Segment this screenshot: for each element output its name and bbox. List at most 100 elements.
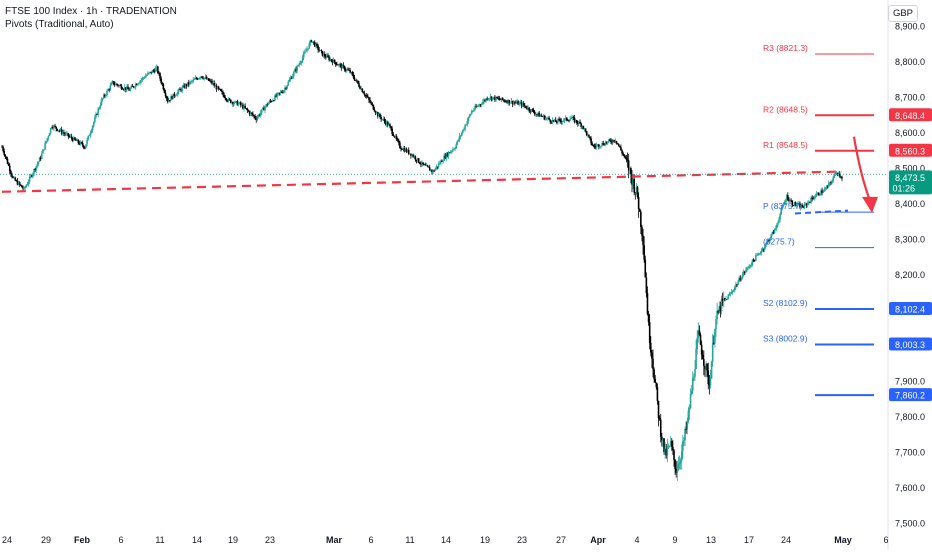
candle-body (14, 177, 17, 181)
candle-body (687, 410, 690, 422)
candle-body (327, 55, 329, 57)
candle-body (291, 75, 294, 79)
indicator-label[interactable]: Pivots (Traditional, Auto) (5, 19, 114, 30)
candle-body (385, 121, 388, 125)
candle-body (137, 83, 139, 86)
candle-body (390, 126, 392, 129)
candle-body (621, 150, 623, 154)
candle-body (262, 107, 264, 110)
candle-body (530, 109, 533, 112)
candle-body (12, 176, 14, 178)
candle-body (446, 153, 449, 157)
candle-body (836, 172, 839, 175)
candle-body (169, 100, 171, 101)
candle-body (517, 101, 519, 105)
candle-body (342, 65, 345, 67)
candle-body (271, 100, 274, 102)
candle-body (691, 377, 694, 391)
candle-body (474, 106, 476, 110)
candle-body (457, 139, 460, 141)
candle-body (841, 177, 843, 179)
candle-body (593, 146, 596, 147)
price-axis (888, 0, 932, 550)
candle-body (276, 93, 279, 97)
candle-body (180, 89, 182, 91)
candle-body (674, 459, 676, 469)
candle-body (575, 120, 578, 123)
candle-body (634, 192, 637, 194)
candle-body (69, 136, 72, 138)
candle-body (826, 186, 829, 188)
candle-body (476, 106, 479, 108)
currency-badge[interactable]: GBP (887, 5, 918, 22)
candle-body (192, 79, 195, 82)
candle-body (277, 92, 280, 94)
candle-body (598, 144, 600, 147)
candle-body (149, 71, 151, 73)
candle-body (357, 80, 359, 84)
candle-body (330, 59, 333, 61)
candle-body (312, 41, 315, 43)
candle-body (544, 118, 547, 120)
candle-body (178, 89, 180, 92)
candle-body (260, 109, 263, 113)
candle-body (520, 102, 523, 106)
candle-body (232, 102, 234, 105)
candle-body (623, 154, 626, 157)
symbol-title[interactable]: FTSE 100 Index · 1h · TRADENATION (5, 6, 177, 17)
candle-body (417, 158, 420, 163)
candle-body (563, 118, 566, 121)
candle-body (768, 240, 770, 241)
candle-body (512, 102, 515, 105)
candle-body (189, 81, 191, 85)
candle-body (191, 81, 193, 82)
candle-body (86, 139, 88, 145)
candle-body (358, 83, 360, 87)
candle-body (824, 188, 827, 190)
candle-body (465, 124, 468, 126)
candle-body (811, 197, 813, 199)
candle-body (475, 106, 477, 108)
candle-body (267, 103, 270, 105)
candle-body (468, 115, 471, 118)
candle-body (254, 116, 256, 119)
candle-body (502, 99, 505, 101)
x-tick-label: 6 (118, 535, 123, 545)
candle-body (447, 152, 450, 157)
candle-body (326, 55, 328, 58)
candle-body (573, 117, 576, 123)
candle-body (443, 155, 445, 161)
candle-body (795, 205, 798, 206)
candle-body (583, 128, 586, 130)
candle-body (145, 75, 148, 76)
price-tag-label: 8,560.3 (895, 146, 925, 156)
candle-body (87, 135, 90, 140)
candle-body (693, 376, 695, 378)
candle-body (421, 162, 423, 165)
candle-body (395, 136, 398, 140)
candle-body (615, 140, 618, 144)
candle-body (458, 135, 461, 140)
candle-body (590, 138, 592, 144)
candle-body (42, 149, 44, 154)
candle-body (456, 140, 459, 145)
candle-body (424, 164, 427, 166)
y-tick-label: 7,600.0 (895, 483, 925, 493)
candle-body (646, 293, 649, 315)
candle-body (791, 201, 794, 206)
candle-body (406, 149, 409, 152)
candle-body (767, 240, 769, 242)
candle-body (441, 160, 443, 162)
candle-body (284, 87, 286, 91)
candle-body (383, 118, 386, 122)
candle-body (546, 118, 548, 119)
candle-body (840, 176, 842, 178)
price-tag-s3 (889, 337, 932, 351)
candle-body (631, 174, 633, 185)
candle-body (392, 133, 395, 136)
candle-body (712, 342, 715, 344)
candle-body (199, 77, 201, 79)
candle-body (100, 99, 103, 106)
